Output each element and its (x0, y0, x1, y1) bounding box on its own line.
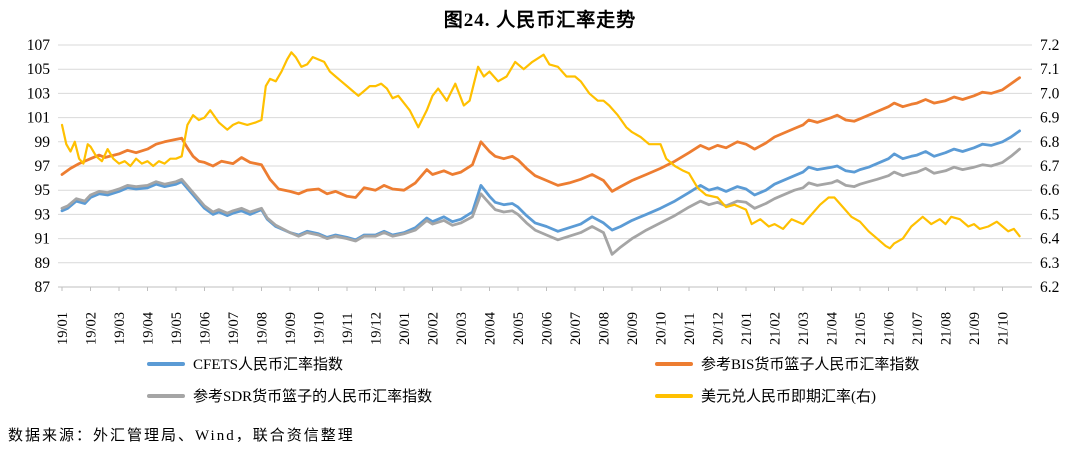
x-axis-tick-label: 20/10 (654, 312, 670, 345)
x-axis-tick-label: 20/05 (511, 312, 527, 345)
right-axis-tick-label: 6.3 (1040, 255, 1060, 272)
x-axis-tick-label: 20/08 (597, 312, 613, 345)
right-axis-tick-label: 6.7 (1040, 158, 1060, 175)
right-axis-tick-label: 6.5 (1040, 206, 1060, 223)
x-axis-tick-label: 20/06 (540, 312, 556, 345)
x-axis-tick-label: 20/03 (454, 312, 470, 345)
legend-label: CFETS人民币汇率指数 (193, 357, 344, 373)
x-axis-tick-label: 19/03 (112, 312, 128, 345)
x-axis-tick-label: 21/06 (882, 312, 898, 345)
x-axis-tick-label: 20/01 (397, 312, 413, 345)
legend-item: 美元兑人民币即期汇率(右) (655, 385, 919, 406)
left-axis-tick-label: 97 (35, 158, 51, 175)
legend-item: 参考SDR货币篮子的人民币汇率指数 (147, 385, 655, 406)
left-axis-tick-label: 91 (35, 231, 51, 248)
left-axis-tick-label: 93 (35, 206, 51, 223)
x-axis-tick-label: 21/02 (768, 312, 784, 345)
left-axis-tick-label: 95 (35, 182, 51, 199)
chart-title: 图24. 人民币汇率走势 (443, 10, 637, 31)
right-axis-tick-label: 6.9 (1040, 110, 1060, 127)
right-axis-tick-label: 7.1 (1040, 61, 1059, 78)
left-axis-tick-label: 105 (27, 61, 51, 78)
x-axis-tick-label: 19/11 (340, 313, 356, 346)
x-axis-tick-label: 21/05 (853, 312, 869, 345)
x-axis-tick-label: 21/03 (796, 312, 812, 345)
series-line (60, 76, 1021, 199)
legend-item: CFETS人民币汇率指数 (147, 353, 655, 374)
left-axis-tick-label: 89 (35, 255, 51, 272)
legend-item: 参考BIS货币篮子人民币汇率指数 (655, 353, 919, 374)
x-axis-tick-label: 19/09 (283, 312, 299, 345)
x-axis-tick-label: 19/01 (55, 312, 71, 345)
right-axis-tick-label: 6.6 (1040, 182, 1060, 199)
x-axis-tick-label: 19/05 (169, 312, 185, 345)
left-axis-tick-label: 103 (27, 85, 51, 102)
legend-label: 参考BIS货币篮子人民币汇率指数 (701, 357, 920, 373)
x-axis-tick-label: 20/09 (625, 312, 641, 345)
legend-label: 美元兑人民币即期汇率(右) (701, 389, 876, 405)
legend-label: 参考SDR货币篮子的人民币汇率指数 (193, 389, 433, 405)
legend-line-marker (655, 393, 693, 398)
x-axis-tick-label: 21/08 (939, 312, 955, 345)
series-line (60, 147, 1021, 256)
x-axis-tick-label: 19/10 (312, 312, 328, 345)
x-axis-tick-label: 20/12 (711, 312, 727, 345)
x-axis-tick-label: 19/12 (369, 312, 385, 345)
right-axis-tick-label: 6.8 (1040, 134, 1060, 151)
x-axis-tick-label: 19/08 (255, 312, 271, 345)
left-axis-tick-label: 101 (27, 110, 50, 127)
legend-line-marker (655, 361, 693, 366)
chart-legend: CFETS人民币汇率指数 参考BIS货币篮子人民币汇率指数参考SDR货币篮子的人民… (147, 353, 919, 406)
x-axis-tick-label: 20/02 (426, 312, 442, 345)
x-axis-tick-label: 21/04 (825, 311, 841, 345)
right-axis-tick-label: 7.0 (1040, 85, 1060, 102)
x-axis-tick-label: 20/07 (568, 312, 584, 345)
left-axis-tick-label: 87 (35, 279, 51, 296)
x-axis-tick-label: 19/02 (84, 312, 100, 345)
x-axis-tick-label: 20/11 (682, 313, 698, 346)
series-line (60, 51, 1021, 250)
x-axis-tick-label: 19/06 (198, 312, 214, 345)
right-axis-tick-label: 6.4 (1040, 231, 1060, 248)
x-axis-tick-label: 21/10 (996, 312, 1012, 345)
source-note: 数据来源：外汇管理局、Wind，联合资信整理 (8, 428, 355, 444)
legend-line-marker (147, 393, 185, 398)
left-axis-tick-label: 99 (35, 134, 51, 151)
right-axis-tick-label: 7.2 (1040, 37, 1059, 54)
x-axis-tick-label: 19/04 (141, 311, 157, 345)
x-axis-tick-label: 21/09 (967, 312, 983, 345)
x-axis-tick-label: 20/04 (483, 311, 499, 345)
x-axis-tick-label: 19/07 (226, 312, 242, 345)
left-axis-tick-label: 107 (27, 37, 51, 54)
x-axis-tick-label: 21/07 (910, 312, 926, 345)
legend-line-marker (147, 361, 185, 366)
right-axis-tick-label: 6.2 (1040, 279, 1059, 296)
x-axis-tick-label: 21/01 (739, 312, 755, 345)
series-line (60, 129, 1021, 242)
